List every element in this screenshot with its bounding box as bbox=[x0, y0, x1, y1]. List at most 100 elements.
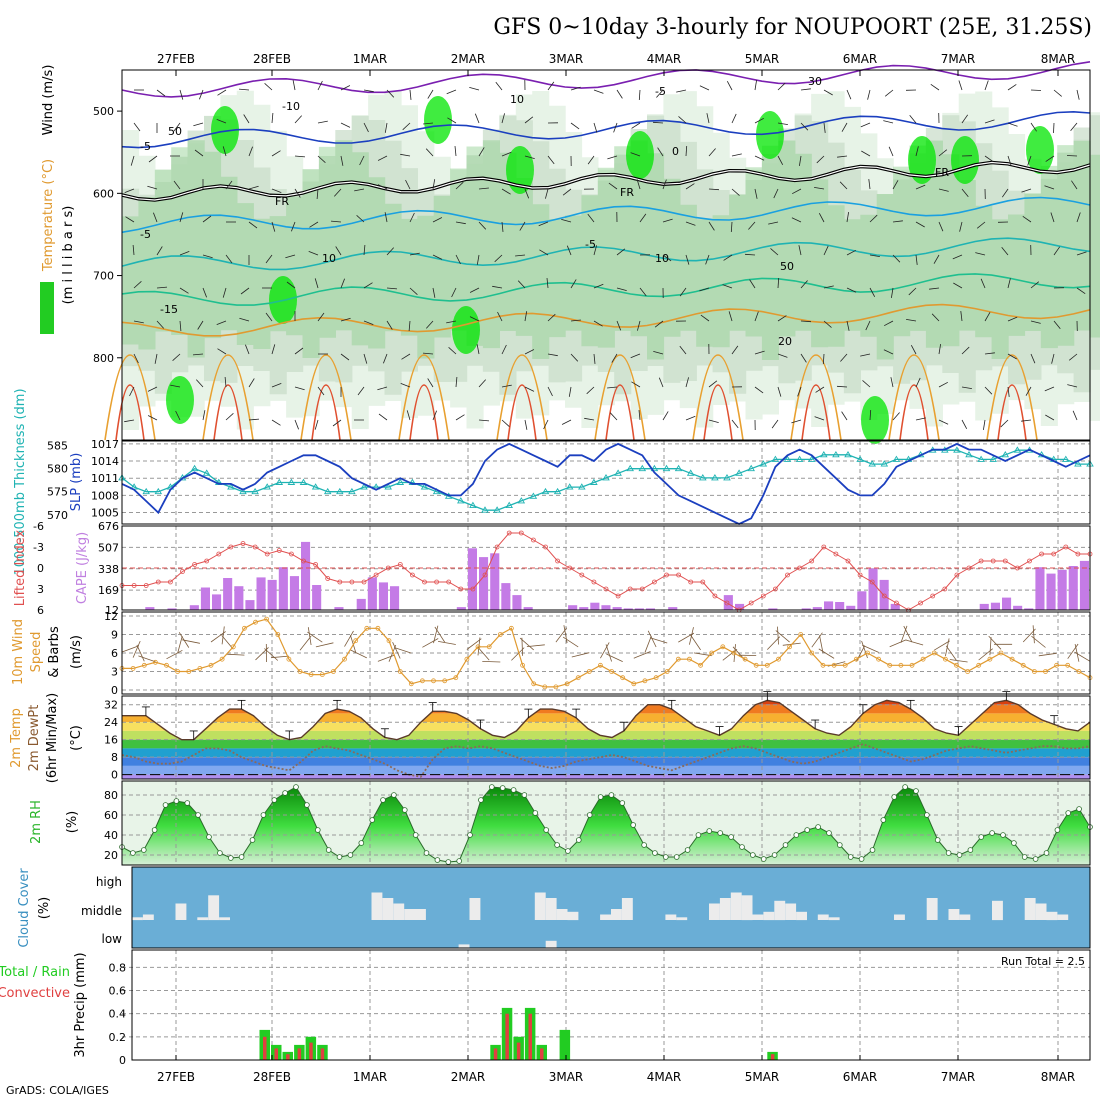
cape-bar bbox=[278, 567, 288, 610]
wind-barb bbox=[1031, 635, 1046, 648]
upper-wind-barb bbox=[840, 353, 848, 362]
upper-wind-barb bbox=[890, 377, 894, 388]
cloud-middle-block bbox=[404, 909, 416, 920]
cloud-middle-block bbox=[197, 917, 209, 921]
top-date-axis: 27FEB 28FEB 1MAR 2MAR 3MAR 4MAR 5MAR 6MAR 7MAR 8M… bbox=[157, 52, 1075, 66]
rh-marker bbox=[314, 827, 321, 833]
freezing-level-inner bbox=[121, 161, 1091, 201]
lifted-index-marker bbox=[518, 530, 524, 536]
lifted-index-marker bbox=[506, 530, 512, 536]
cape-bar bbox=[1046, 573, 1056, 610]
upper-wind-barb bbox=[359, 155, 365, 166]
wind-speed-marker bbox=[175, 669, 181, 674]
thickness-marker bbox=[614, 469, 622, 476]
upper-wind-barb bbox=[777, 155, 784, 165]
cape-bar bbox=[568, 605, 578, 610]
upper-wind-barb bbox=[822, 353, 825, 365]
upper-wind-barb bbox=[1007, 278, 1011, 289]
y-axis-label: (6hr Min/Max) bbox=[45, 693, 60, 783]
rh-marker bbox=[771, 852, 778, 858]
rh-moist-cell bbox=[452, 306, 480, 354]
upper-wind-barb bbox=[685, 145, 688, 157]
wind-barb bbox=[811, 632, 823, 648]
thickness-marker bbox=[142, 487, 150, 495]
wind-barb bbox=[138, 655, 156, 663]
upper-wind-barb bbox=[317, 120, 328, 124]
upper-wind-barb bbox=[568, 386, 572, 397]
upper-wind-barb bbox=[1053, 89, 1062, 97]
isotherm-hot bbox=[703, 384, 733, 441]
lifted-index-marker bbox=[881, 593, 887, 599]
upper-wind-barb bbox=[754, 311, 759, 322]
upper-wind-barb bbox=[630, 152, 641, 157]
wind-barb bbox=[270, 655, 289, 659]
dewpt-line bbox=[121, 743, 1091, 778]
cape-bar bbox=[1002, 597, 1012, 610]
upper-wind-barb bbox=[448, 347, 457, 355]
cape-bar bbox=[167, 608, 177, 610]
cloud-middle-block bbox=[959, 914, 971, 920]
upper-wind-barb bbox=[749, 279, 756, 289]
wind-barb bbox=[905, 639, 924, 646]
y-axis-label: (m/s) bbox=[69, 635, 84, 669]
wind-speed-marker bbox=[531, 681, 537, 687]
rh-marker bbox=[554, 842, 560, 848]
upper-wind-barb bbox=[423, 122, 434, 125]
isotherm-line bbox=[121, 196, 1091, 234]
y-tick-label: 8 bbox=[111, 751, 118, 764]
upper-wind-barb bbox=[494, 254, 503, 263]
cloud-middle-block bbox=[676, 917, 688, 921]
upper-wind-barb bbox=[1044, 386, 1055, 392]
upper-wind-barb bbox=[570, 319, 581, 322]
rh-marker bbox=[858, 856, 865, 862]
upper-wind-barb bbox=[631, 381, 641, 388]
upper-wind-barb bbox=[524, 419, 528, 430]
right-tick-label: 169 bbox=[98, 584, 119, 597]
lifted-index-marker bbox=[482, 572, 488, 578]
wind-speed-marker bbox=[943, 656, 948, 662]
thickness-marker bbox=[251, 487, 259, 495]
precip-convective-bar bbox=[274, 1048, 278, 1060]
upper-wind-barb bbox=[748, 221, 756, 230]
upper-wind-barb bbox=[1021, 188, 1032, 193]
rh-marker bbox=[956, 852, 963, 858]
top-date-label: 3MAR bbox=[549, 52, 584, 66]
lifted-index-marker bbox=[446, 579, 452, 585]
top-date-label: 1MAR bbox=[353, 52, 388, 66]
thickness-marker bbox=[202, 469, 211, 476]
wind-speed-marker bbox=[764, 662, 770, 668]
upper-wind-barb bbox=[616, 287, 627, 291]
cloud-low-block bbox=[458, 944, 470, 948]
upper-wind-barb bbox=[147, 185, 158, 190]
cloud-middle-block bbox=[926, 898, 938, 920]
upper-wind-barb bbox=[524, 386, 535, 392]
upper-wind-barb bbox=[501, 344, 507, 355]
rh-marker bbox=[978, 834, 984, 840]
left-tick-label: 0 bbox=[37, 562, 44, 575]
thickness-marker bbox=[650, 464, 659, 472]
cloud-middle-block bbox=[132, 917, 143, 921]
upper-wind-barb bbox=[422, 352, 434, 355]
cloud-middle-block bbox=[415, 909, 426, 920]
cloud-cover-panel: high middle low Cloud Cover (%) bbox=[17, 866, 1091, 949]
wind-speed-marker bbox=[1009, 656, 1015, 662]
rh-marker bbox=[467, 832, 473, 838]
cape-bar bbox=[835, 602, 845, 610]
rh-marker bbox=[641, 842, 647, 848]
wind-speed-marker bbox=[876, 656, 881, 662]
panel-frame bbox=[121, 525, 1091, 611]
upper-wind-barb bbox=[501, 188, 511, 195]
upper-wind-barb bbox=[777, 277, 780, 289]
upper-wind-barb bbox=[676, 89, 687, 93]
upper-wind-barb bbox=[883, 120, 894, 124]
cloud-middle-block bbox=[730, 892, 742, 920]
wind-barb bbox=[226, 653, 245, 656]
thickness-marker bbox=[626, 464, 634, 472]
upper-wind-barb bbox=[455, 181, 464, 190]
upper-wind-barb bbox=[492, 285, 503, 289]
upper-wind-barb bbox=[593, 122, 598, 133]
upper-wind-barb bbox=[861, 150, 871, 157]
wind-speed-marker bbox=[642, 678, 648, 684]
wind-barb bbox=[889, 639, 907, 648]
cloud-middle-block bbox=[382, 898, 394, 920]
